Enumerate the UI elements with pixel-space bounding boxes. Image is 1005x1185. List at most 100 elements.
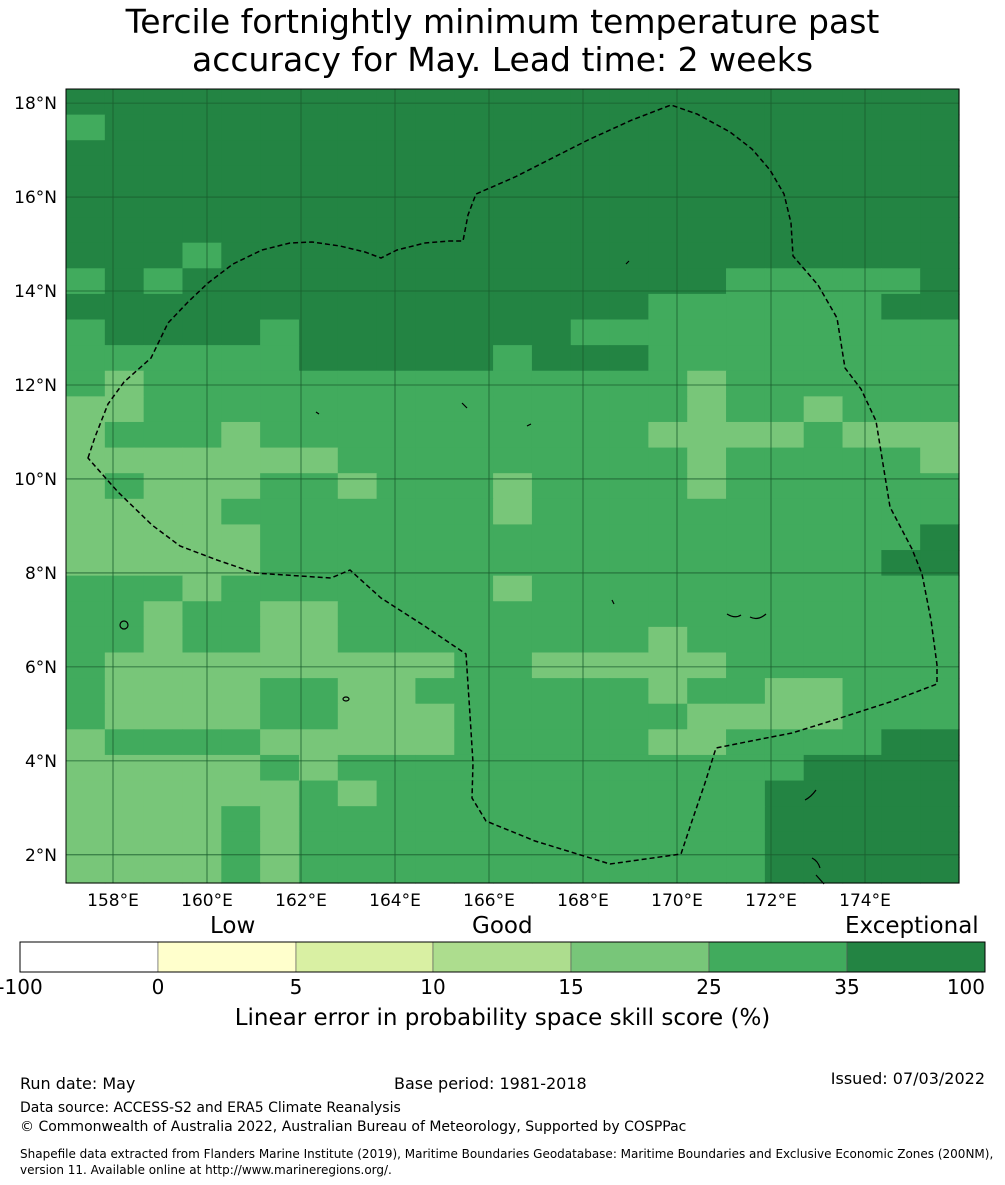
- grid-cell: [376, 165, 417, 193]
- grid-cell: [881, 524, 921, 551]
- grid-cell: [298, 242, 339, 269]
- grid-cell: [726, 831, 766, 858]
- grid-cell: [143, 524, 184, 551]
- grid-cell: [881, 806, 921, 833]
- grid-cell: [415, 217, 455, 244]
- latitude-tick-label: 2°N: [25, 846, 57, 866]
- grid-cell: [648, 114, 688, 141]
- grid-cell: [66, 806, 106, 833]
- grid-cell: [143, 165, 184, 193]
- grid-cell: [260, 165, 300, 193]
- grid-cell: [260, 268, 300, 295]
- grid-cell: [609, 89, 649, 116]
- grid-cell: [531, 754, 572, 782]
- grid-cell: [764, 729, 805, 756]
- grid-cell: [842, 754, 882, 782]
- grid-cell: [376, 473, 417, 500]
- grid-cell: [726, 293, 766, 321]
- grid-cell: [260, 217, 300, 244]
- grid-cell: [415, 319, 455, 346]
- grid-cell: [764, 524, 805, 551]
- grid-cell: [920, 601, 960, 628]
- grid-cell: [298, 217, 339, 244]
- grid-cell: [726, 754, 766, 782]
- grid-cell: [104, 831, 145, 858]
- grid-cell: [842, 780, 882, 807]
- grid-cell: [415, 498, 455, 526]
- grid-cell: [182, 447, 222, 474]
- grid-cell: [726, 319, 766, 346]
- grid-cell: [687, 703, 727, 730]
- colorbar-segment: [19, 941, 159, 973]
- grid-cell: [298, 498, 339, 526]
- grid-cell: [531, 729, 572, 756]
- grid-cell: [687, 447, 727, 474]
- colorbar-segment: [157, 941, 297, 973]
- grid-cell: [920, 447, 960, 474]
- grid-cell: [66, 678, 106, 705]
- grid-cell: [104, 345, 145, 372]
- grid-cell: [298, 729, 339, 756]
- grid-cell: [143, 652, 184, 679]
- grid-cell: [143, 140, 184, 167]
- skill-map: 158°E 160°E 162°E 164°E 166°E 168°E 170°E 172°E…: [14, 88, 960, 911]
- grid-cell: [182, 242, 222, 269]
- grid-cell: [570, 754, 611, 782]
- grid-cell: [66, 857, 106, 884]
- grid-cell: [764, 421, 805, 449]
- grid-cell: [104, 780, 145, 807]
- grid-cell: [570, 242, 611, 269]
- grid-cell: [66, 498, 106, 526]
- longitude-tick-label: 168°E: [557, 891, 609, 911]
- grid-cell: [221, 857, 261, 884]
- grid-cell: [609, 370, 649, 397]
- grid-cell: [648, 370, 688, 397]
- grid-cell: [764, 165, 805, 193]
- grid-cell: [803, 703, 844, 730]
- grid-cell: [298, 140, 339, 167]
- grid-cell: [570, 806, 611, 833]
- grid-cell: [415, 396, 455, 423]
- grid-cell: [454, 268, 494, 295]
- latitude-tick-label: 16°N: [14, 188, 57, 208]
- grid-cell: [648, 396, 688, 423]
- grid-cell: [376, 89, 417, 116]
- grid-cell: [143, 601, 184, 628]
- grid-cell: [570, 626, 611, 654]
- grid-cell: [337, 678, 378, 705]
- grid-cell: [221, 396, 261, 423]
- grid-cell: [66, 370, 106, 397]
- grid-cell: [842, 396, 882, 423]
- grid-cell: [687, 191, 727, 218]
- grid-cell: [531, 421, 572, 449]
- grid-cell: [648, 831, 688, 858]
- grid-cell: [920, 729, 960, 756]
- grid-cell: [648, 140, 688, 167]
- grid-cell: [803, 498, 844, 526]
- grid-cell: [66, 191, 106, 218]
- grid-cell: [298, 421, 339, 449]
- grid-cell: [764, 550, 805, 577]
- grid-cell: [648, 89, 688, 116]
- grid-cell: [726, 575, 766, 602]
- grid-cell: [221, 140, 261, 167]
- grid-cell: [298, 89, 339, 116]
- grid-cell: [764, 831, 805, 858]
- grid-cell: [143, 780, 184, 807]
- grid-cell: [842, 806, 882, 833]
- grid-cell: [881, 729, 921, 756]
- grid-cell: [920, 652, 960, 679]
- grid-cell: [260, 319, 300, 346]
- grid-cell: [260, 524, 300, 551]
- grid-cell: [143, 345, 184, 372]
- grid-cell: [337, 345, 378, 372]
- grid-cell: [454, 678, 494, 705]
- grid-cell: [143, 806, 184, 833]
- longitude-tick-label: 174°E: [839, 891, 891, 911]
- island: [461, 402, 468, 409]
- grid-cell: [454, 524, 494, 551]
- grid-cell: [842, 626, 882, 654]
- grid-cell: [531, 831, 572, 858]
- grid-cell: [260, 831, 300, 858]
- grid-cell: [260, 780, 300, 807]
